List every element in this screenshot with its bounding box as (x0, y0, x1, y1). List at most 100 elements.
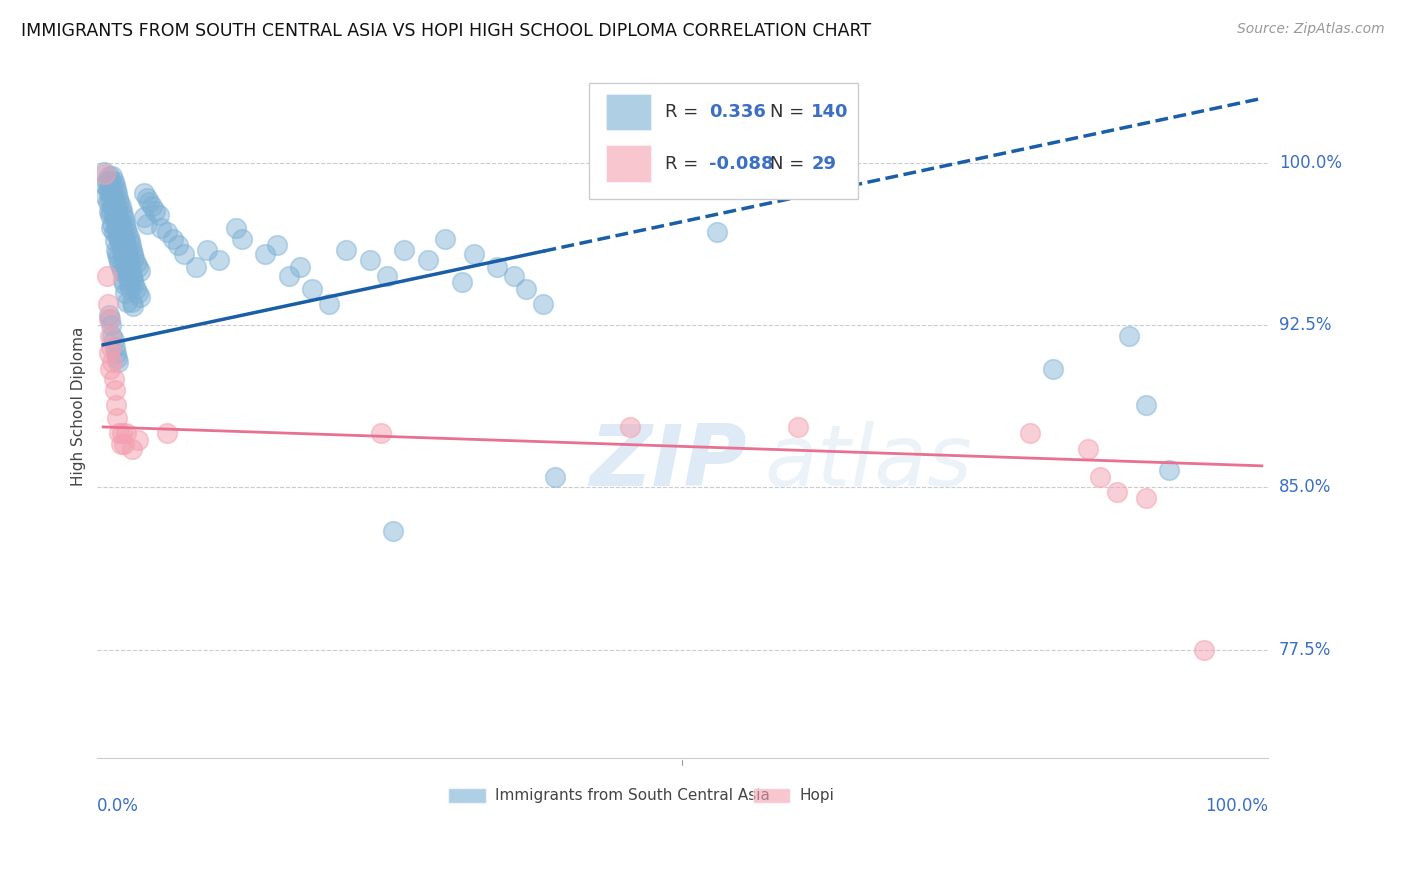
Text: -0.088: -0.088 (710, 155, 775, 173)
Text: 0.336: 0.336 (710, 103, 766, 121)
Point (114, 217, 136, 231)
Text: R =: R = (665, 155, 704, 173)
Point (118, 234, 141, 248)
Point (124, 252, 146, 266)
Point (104, 212, 127, 227)
Point (103, 372, 125, 386)
Point (143, 203, 166, 218)
Point (97, 297, 120, 311)
Text: N =: N = (770, 103, 810, 121)
Point (104, 234, 127, 248)
Point (1135, 491, 1157, 506)
Point (124, 255, 146, 269)
Point (98, 191, 121, 205)
Point (104, 346, 127, 360)
Point (114, 285, 136, 300)
Point (104, 340, 127, 354)
Point (117, 252, 139, 266)
Point (105, 351, 128, 365)
Point (120, 264, 142, 278)
Point (318, 297, 340, 311)
Point (97, 346, 120, 360)
FancyBboxPatch shape (589, 83, 858, 199)
Point (359, 253, 381, 268)
Text: 100.0%: 100.0% (1205, 797, 1268, 814)
Point (277, 268, 299, 283)
Point (104, 383, 127, 397)
Point (1159, 463, 1181, 477)
Text: R =: R = (665, 103, 704, 121)
Point (93, 165, 115, 179)
Point (94, 178, 117, 192)
Point (111, 203, 134, 218)
Point (266, 238, 288, 252)
Point (104, 243, 127, 257)
Point (101, 182, 124, 196)
Text: 100.0%: 100.0% (1279, 154, 1341, 172)
Point (101, 199, 124, 213)
Point (111, 226, 134, 240)
Point (101, 169, 124, 184)
Point (463, 247, 485, 261)
Point (100, 221, 122, 235)
Text: 140: 140 (811, 103, 849, 121)
Point (100, 186, 122, 201)
Point (162, 232, 184, 246)
Point (136, 217, 159, 231)
Point (108, 426, 131, 441)
Point (97, 169, 120, 184)
Point (1077, 442, 1099, 456)
Text: 77.5%: 77.5% (1279, 640, 1331, 658)
Point (101, 329, 124, 343)
Point (486, 260, 509, 274)
Point (98, 329, 121, 343)
Point (111, 273, 134, 287)
Point (148, 208, 170, 222)
Point (98, 311, 121, 326)
Point (122, 299, 145, 313)
Point (138, 195, 160, 210)
Point (98, 361, 121, 376)
Y-axis label: High School Diploma: High School Diploma (72, 326, 86, 486)
Point (706, 226, 728, 240)
Point (112, 277, 135, 292)
Point (1088, 469, 1111, 483)
Point (121, 294, 143, 309)
Point (103, 334, 125, 348)
Point (127, 285, 149, 300)
Point (141, 199, 163, 213)
Point (117, 294, 139, 309)
Point (100, 203, 122, 218)
Point (121, 442, 143, 456)
Point (96, 173, 118, 187)
Point (112, 252, 135, 266)
Point (121, 243, 143, 257)
Point (107, 229, 129, 244)
Point (117, 247, 139, 261)
Point (107, 208, 129, 222)
Point (122, 273, 145, 287)
Bar (752, 788, 790, 804)
Point (124, 277, 146, 292)
Point (104, 178, 127, 192)
Point (394, 243, 416, 257)
Point (167, 238, 190, 252)
Bar (606, 94, 651, 130)
Point (104, 221, 127, 235)
Point (197, 243, 219, 257)
Point (129, 290, 152, 304)
Point (335, 243, 357, 257)
Point (375, 268, 398, 283)
Point (104, 182, 127, 196)
Point (132, 186, 155, 201)
Point (254, 247, 277, 261)
Point (231, 232, 253, 246)
Point (107, 252, 129, 266)
Point (100, 173, 122, 187)
Point (184, 260, 207, 274)
Point (105, 203, 128, 218)
Point (156, 426, 179, 441)
Point (105, 226, 128, 240)
Point (103, 173, 125, 187)
Point (98, 208, 121, 222)
